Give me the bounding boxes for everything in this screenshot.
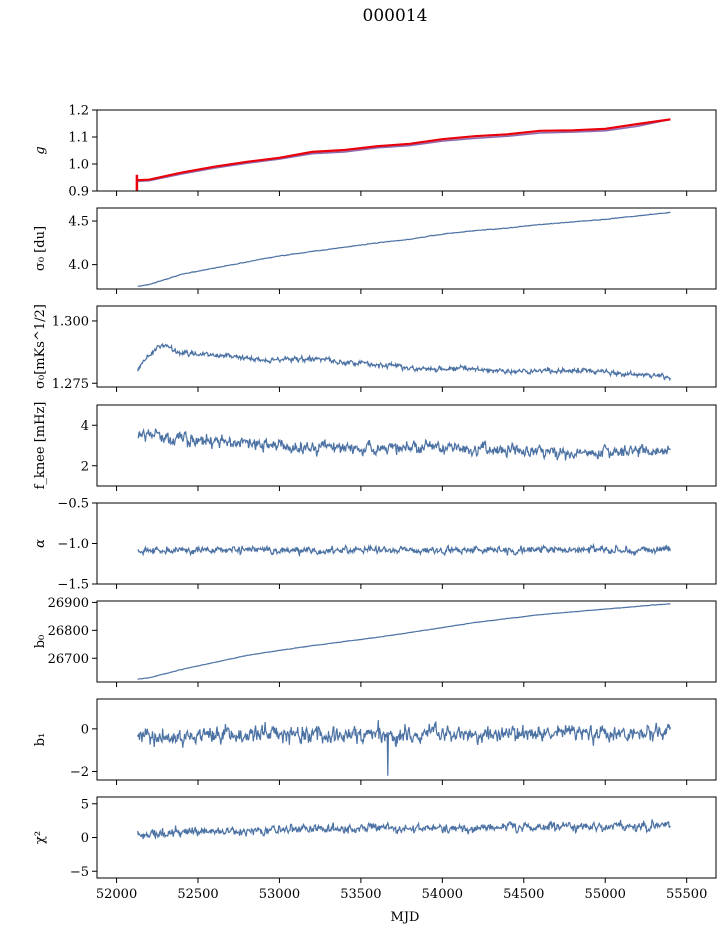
- ytick-label-g-0: 0.9: [68, 185, 89, 200]
- panel-g: 0.9 1.0 1.1 1.2 g: [33, 104, 717, 200]
- xtick-label-6: 55000: [585, 887, 626, 902]
- ylabel-alpha: α: [33, 539, 48, 548]
- series-line-alpha-0: [137, 542, 671, 558]
- series-line-sigma0_du-0: [137, 211, 671, 288]
- series-line-chi2-0: [137, 819, 671, 840]
- series-line-g-1: [136, 118, 671, 182]
- ytick-label-fknee-0: 2: [81, 459, 89, 474]
- panel-sigma0_du: 4.0 4.5 σ₀ [du]: [33, 207, 717, 294]
- ytick-label-alpha-0: −1.5: [57, 578, 89, 593]
- ytick-label-b0-2: 26900: [48, 596, 89, 611]
- panel-alpha: −1.5 −1.0 −0.5 α: [33, 497, 717, 593]
- series-line-b0-0: [137, 603, 671, 680]
- panel-b1: −2 0 b₁: [33, 698, 717, 785]
- axes-frame-sigma0_du: [96, 207, 717, 290]
- xtick-label-1: 52500: [177, 887, 218, 902]
- ytick-label-alpha-2: −0.5: [57, 497, 89, 512]
- panel-sigma0_mks: 1.275 1.300 σ₀[mKs^1/2]: [33, 304, 717, 392]
- series-line-g-0: [136, 118, 671, 183]
- ytick-label-fknee-1: 4: [81, 419, 89, 434]
- x-axis-label: MJD: [390, 910, 420, 925]
- ytick-label-g-2: 1.1: [68, 131, 89, 146]
- ytick-label-b0-1: 26800: [48, 624, 89, 639]
- ylabel-g: g: [33, 146, 48, 154]
- axes-frame-fknee: [96, 404, 717, 487]
- panel-chi2: −5 0 5 52000 52500 53000 53500 54000 54500 55000 5…: [33, 796, 717, 902]
- ytick-label-b1-1: 0: [81, 722, 89, 737]
- ylabel-chi2: χ²: [33, 831, 48, 844]
- xtick-label-7: 55500: [666, 887, 707, 902]
- ytick-label-g-3: 1.2: [68, 104, 89, 119]
- axes-frame-alpha: [96, 502, 717, 585]
- ylabel-sigma0_mks: σ₀[mKs^1/2]: [33, 304, 48, 389]
- xtick-label-3: 53500: [340, 887, 381, 902]
- ytick-label-b1-0: −2: [70, 765, 89, 780]
- ytick-label-g-1: 1.0: [68, 158, 89, 173]
- ylabel-sigma0_du: σ₀ [du]: [33, 226, 48, 271]
- ytick-label-b0-0: 26700: [48, 652, 89, 667]
- ylabel-b1: b₁: [33, 733, 48, 747]
- axes-frame-chi2: [96, 796, 717, 879]
- ytick-label-sigma0_mks-0: 1.275: [52, 377, 89, 392]
- xtick-label-5: 54500: [503, 887, 544, 902]
- ytick-label-chi2-0: −5: [70, 865, 89, 880]
- xtick-label-2: 53000: [259, 887, 300, 902]
- panel-fknee: 2 4 f_knee [mHz]: [33, 402, 717, 491]
- ytick-label-chi2-2: 5: [81, 797, 89, 812]
- panel-b0: 26700 26800 26900 b₀: [33, 596, 717, 687]
- ytick-label-sigma0_du-0: 4.0: [68, 258, 89, 273]
- xtick-label-4: 54000: [422, 887, 463, 902]
- axes-frame-b0: [96, 600, 717, 683]
- axes-frame-g: [96, 109, 717, 192]
- axes-frame-b1: [96, 698, 717, 781]
- ytick-label-sigma0_du-1: 4.5: [68, 215, 89, 230]
- figure-title: 000014: [362, 6, 428, 26]
- series-line-fknee-0: [137, 427, 671, 461]
- xtick-label-0: 52000: [96, 887, 137, 902]
- ytick-label-alpha-1: −1.0: [57, 537, 89, 552]
- series-line-sigma0_mks-0: [137, 342, 671, 382]
- axes-frame-sigma0_mks: [96, 305, 717, 388]
- ylabel-b0: b₀: [33, 635, 48, 649]
- series-line-b1-0: [137, 720, 671, 776]
- ylabel-fknee: f_knee [mHz]: [33, 402, 48, 490]
- ytick-label-sigma0_mks-1: 1.300: [52, 314, 89, 329]
- ytick-label-chi2-1: 0: [81, 831, 89, 846]
